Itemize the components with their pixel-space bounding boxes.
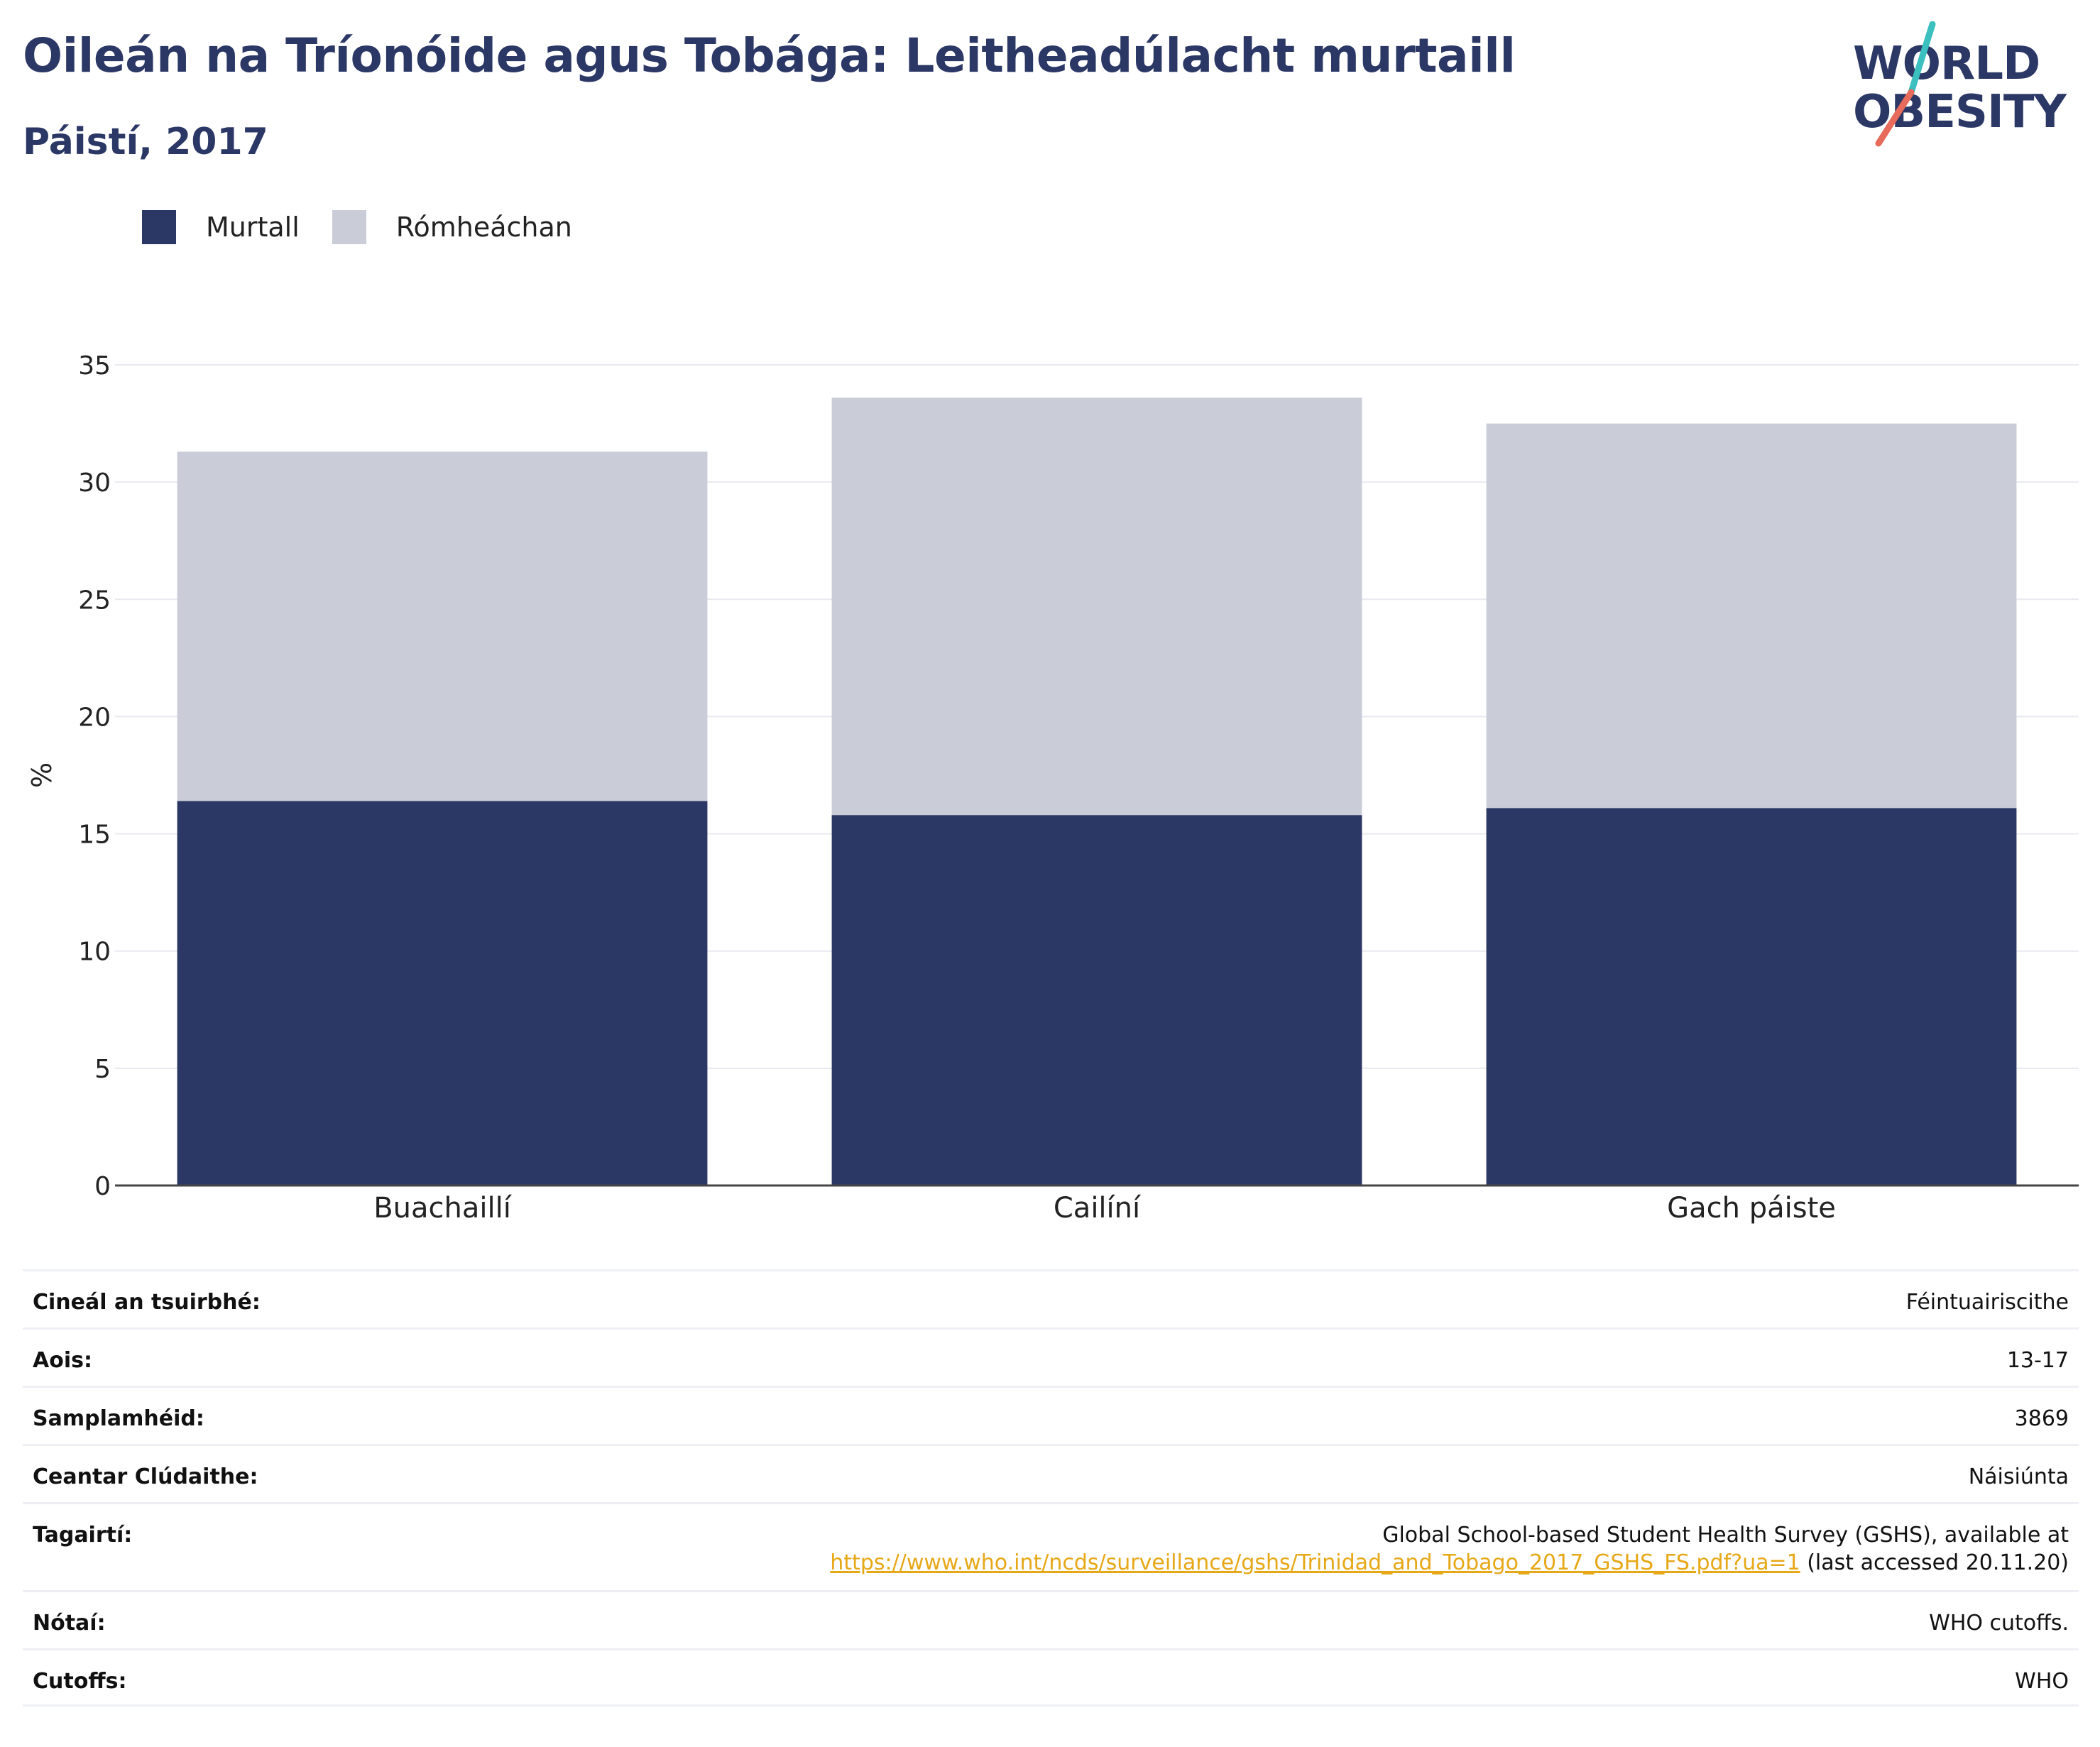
info-label: Cutoffs:	[33, 1669, 127, 1694]
info-value: Náisiúnta	[1968, 1464, 2069, 1489]
chart-legend: Murtall Rómheáchan	[142, 210, 605, 244]
info-label: Nótaí:	[33, 1611, 106, 1636]
info-label: Cineál an tsuirbhé:	[33, 1290, 261, 1315]
x-tick-label: Cailíní	[1054, 1192, 1142, 1225]
info-label: Ceantar Clúdaithe:	[33, 1464, 258, 1489]
bar-obesity	[177, 801, 708, 1185]
y-tick-label: 25	[78, 586, 111, 615]
legend-label-romheachan: Rómheáchan	[395, 212, 572, 243]
y-tick-label: 35	[78, 351, 111, 380]
y-tick-label: 0	[94, 1172, 111, 1201]
reference-text: Global School-based Student Health Surve…	[1382, 1523, 2069, 1548]
legend-swatch-romheachan	[332, 210, 366, 244]
survey-info-table: Cineál an tsuirbhé: Féintuairiscithe Aois:…	[23, 1269, 2079, 1707]
info-label: Samplamhéid:	[33, 1406, 204, 1431]
info-label: Tagairtí:	[33, 1523, 133, 1548]
legend-swatch-murtall	[142, 210, 176, 244]
info-row: Tagairtí: Global School-based Student Hea…	[23, 1502, 2079, 1590]
info-value: 13-17	[2006, 1348, 2069, 1373]
legend-label-murtall: Murtall	[206, 212, 300, 243]
info-row: Aois: 13-17	[23, 1327, 2079, 1386]
info-row: Ceantar Clúdaithe: Náisiúnta	[23, 1444, 2079, 1502]
chart-title: Oileán na Tríonóide agus Tobága: Leithea…	[23, 28, 1516, 83]
info-value: WHO cutoffs.	[1929, 1611, 2069, 1636]
y-tick-label: 5	[94, 1055, 111, 1084]
logo-slash-icon	[1875, 21, 1936, 147]
info-row: Cineál an tsuirbhé: Féintuairiscithe	[23, 1269, 2079, 1327]
info-row: Samplamhéid: 3869	[23, 1386, 2079, 1444]
y-tick-label: 20	[78, 703, 111, 732]
stacked-bar-chart: 0 5 10 15 20 25 30 35% Buachaillí Cailíní Gach pái…	[26, 351, 2079, 1225]
x-tick-label: Buachaillí	[373, 1192, 513, 1225]
reference-suffix: (last accessed 20.11.20)	[1800, 1550, 2069, 1575]
info-row: Nótaí: WHO cutoffs.	[23, 1590, 2079, 1648]
bar-obesity	[1486, 808, 2017, 1185]
legend-item-romheachan[interactable]: Rómheáchan	[332, 210, 572, 244]
x-tick-label: Gach páiste	[1667, 1192, 1836, 1225]
info-value: Féintuairiscithe	[1905, 1290, 2069, 1315]
info-row: Cutoffs: WHO	[23, 1648, 2079, 1707]
bar-overweight	[1486, 423, 2017, 809]
bar-overweight	[177, 451, 708, 801]
bar-overweight	[831, 398, 1362, 816]
bar-obesity	[831, 815, 1362, 1185]
y-tick-label: 15	[78, 821, 111, 850]
logo-line-1: WORLD	[1853, 38, 2040, 90]
world-obesity-logo: WORLD OBESITY	[1853, 21, 2080, 149]
reference-link[interactable]: https://www.who.int/ncds/surveillance/gs…	[830, 1550, 1800, 1575]
chart-subtitle: Páistí, 2017	[23, 121, 268, 163]
info-value: WHO	[2015, 1669, 2069, 1694]
legend-item-murtall[interactable]: Murtall	[142, 210, 300, 244]
info-value: 3869	[2014, 1406, 2069, 1431]
info-value: Global School-based Student Health Surve…	[830, 1523, 2069, 1575]
info-label: Aois:	[33, 1348, 92, 1373]
y-tick-label: 10	[78, 938, 111, 967]
y-tick-label: 30	[78, 469, 111, 498]
y-axis-label: %	[26, 762, 58, 788]
